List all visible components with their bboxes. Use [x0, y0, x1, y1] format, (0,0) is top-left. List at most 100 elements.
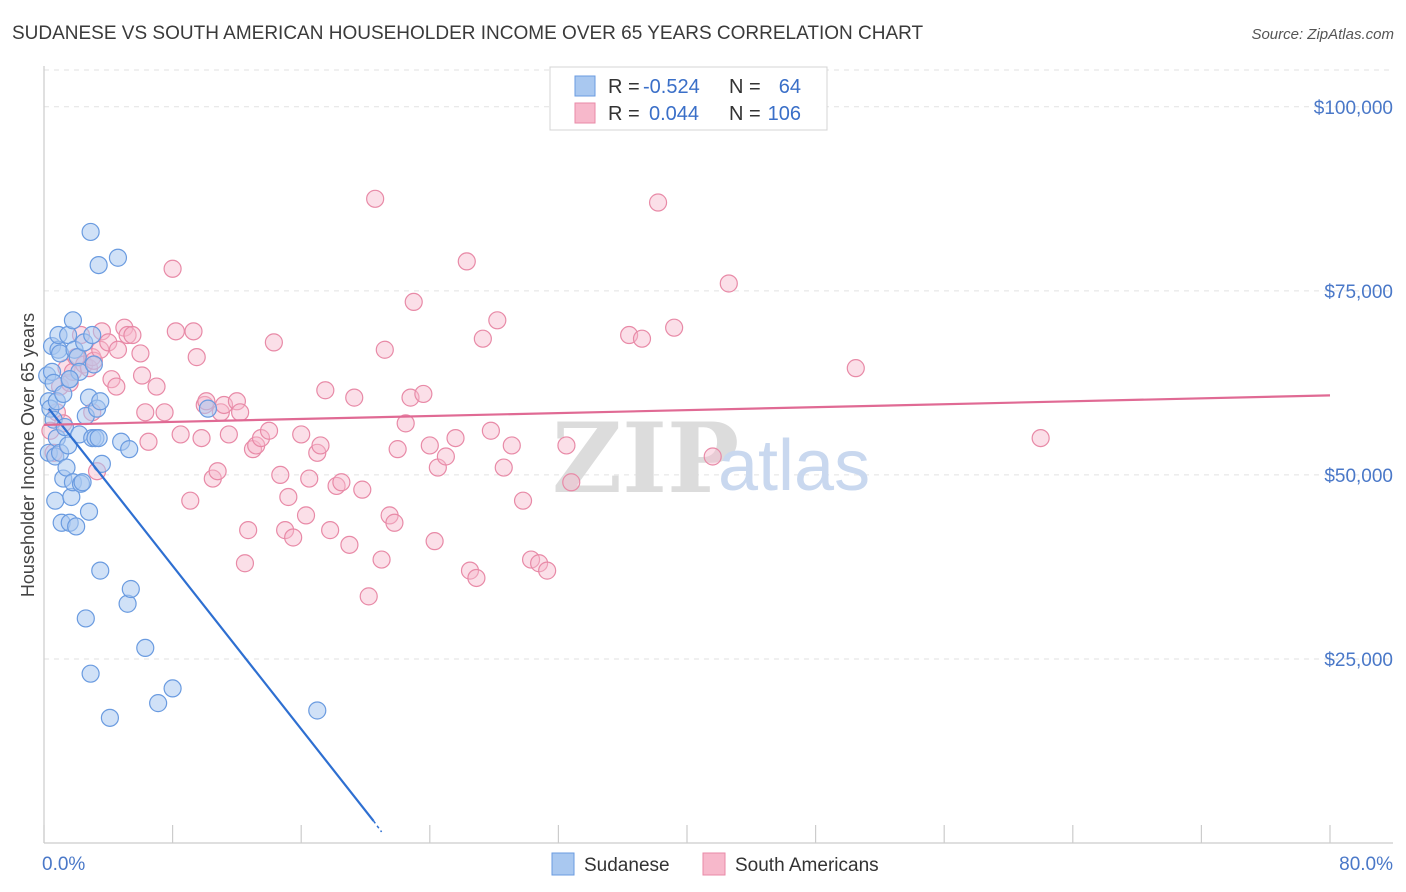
south-americans-point-72: [372, 550, 391, 569]
south-americans-point-52: [259, 421, 279, 440]
sudanese-point-58: [136, 638, 155, 658]
south-americans-point-31: [163, 259, 182, 278]
south-americans-point-102: [648, 193, 668, 212]
series-legend-label-sudanese: Sudanese: [584, 855, 670, 876]
south-americans-point-79: [404, 292, 423, 311]
sudanese-point-59: [149, 694, 168, 713]
south-americans-point-81: [420, 436, 439, 455]
south-americans-point-70: [359, 587, 378, 606]
south-americans-point-93: [502, 436, 521, 455]
stats-legend-swatch-south-americans: [574, 102, 596, 124]
y-tick-label-3: $100,000: [1314, 98, 1393, 119]
south-americans-point-87: [460, 561, 480, 580]
sudanese-point-34: [73, 473, 92, 492]
south-americans-point-27: [136, 403, 155, 422]
south-americans-point-67: [340, 535, 359, 554]
south-americans-point-26: [132, 366, 152, 385]
south-americans-point-64: [321, 521, 340, 540]
sudanese-point-56: [120, 440, 139, 459]
sudanese-point-42: [83, 325, 102, 345]
south-americans-trend-line: [43, 394, 1331, 426]
south-americans-point-25: [131, 344, 150, 363]
south-americans-point-57: [284, 528, 303, 547]
series-legend: Sudanese South Americans: [551, 852, 879, 876]
south-americans-point-60: [300, 469, 319, 488]
south-americans-point-47: [235, 554, 255, 573]
south-americans-point-45: [227, 392, 246, 411]
south-americans-point-103: [665, 318, 684, 337]
south-americans-point-69: [353, 480, 372, 499]
sudanese-point-53: [108, 248, 128, 267]
south-americans-point-88: [467, 568, 486, 588]
sudanese-trend-line: [47, 407, 375, 822]
series-legend-swatch-south-americans: [702, 852, 726, 876]
south-americans-point-33: [171, 425, 190, 444]
sudanese-point-61: [198, 399, 218, 418]
watermark: ZIP atlas: [552, 402, 870, 515]
stats-legend-r-value-2: 0.044: [649, 103, 699, 125]
south-americans-point-18: [99, 333, 118, 352]
sudanese-point-49: [89, 428, 108, 448]
sudanese-point-50: [81, 664, 100, 683]
sudanese-trend-line-extension: [372, 820, 383, 833]
south-americans-point-71: [366, 189, 385, 208]
sudanese-point-60: [163, 679, 182, 698]
stats-legend: R = -0.524 N = 64 R = 0.044 N = 106: [549, 66, 828, 131]
y-axis-label: Householder Income Over 65 years: [18, 313, 38, 597]
sudanese-point-62: [308, 701, 327, 720]
south-americans-point-41: [208, 462, 227, 481]
south-americans-point-107: [1031, 428, 1050, 448]
trend-lines: [43, 394, 1331, 833]
watermark-atlas: atlas: [718, 426, 870, 506]
sudanese-point-57: [121, 579, 140, 599]
south-americans-point-21: [108, 340, 128, 359]
sudanese-point-8: [46, 491, 65, 510]
sudanese-point-51: [91, 561, 110, 580]
stats-legend-swatch-sudanese: [574, 75, 596, 97]
south-americans-point-73: [375, 340, 394, 359]
south-americans-point-77: [396, 414, 415, 433]
south-americans-point-20: [107, 377, 126, 396]
sudanese-point-52: [100, 708, 120, 727]
south-americans-point-35: [184, 322, 203, 341]
south-americans-point-104: [703, 447, 722, 466]
south-americans-point-59: [296, 506, 316, 525]
south-americans-point-91: [488, 311, 507, 330]
chart-title: SUDANESE VS SOUTH AMERICAN HOUSEHOLDER I…: [12, 23, 924, 44]
sudanese-point-63: [60, 370, 79, 389]
south-americans-point-66: [332, 473, 351, 492]
sudanese-point-36: [76, 609, 95, 628]
y-tick-label-1: $50,000: [1324, 466, 1393, 487]
sudanese-point-40: [81, 222, 100, 242]
chart-source: Source: ZipAtlas.com: [1251, 26, 1394, 43]
stats-legend-r-value-1: -0.524: [643, 76, 700, 98]
sudanese-point-48: [91, 392, 110, 411]
south-americans-point-97: [538, 561, 557, 580]
y-tick-label-0: $25,000: [1324, 650, 1393, 671]
south-americans-point-99: [562, 473, 581, 492]
south-americans-point-29: [147, 377, 166, 396]
watermark-zip: ZIP: [552, 402, 739, 515]
south-americans-points: [41, 189, 1050, 606]
south-americans-point-90: [481, 421, 500, 440]
south-americans-point-48: [239, 521, 258, 540]
sudanese-point-39: [79, 502, 99, 521]
sudanese-point-29: [67, 517, 86, 536]
south-americans-point-68: [345, 388, 364, 407]
x-tick-min-label: 0.0%: [42, 854, 85, 875]
south-americans-point-101: [632, 329, 652, 348]
south-americans-point-23: [118, 325, 137, 345]
south-americans-point-94: [513, 491, 533, 510]
south-americans-point-63: [316, 381, 335, 400]
south-americans-point-85: [446, 428, 465, 448]
sudanese-point-43: [84, 355, 103, 374]
south-americans-point-76: [388, 440, 407, 459]
series-legend-swatch-sudanese: [551, 852, 575, 876]
sudanese-point-26: [63, 311, 83, 330]
stats-legend-n-label-1: N =: [729, 76, 761, 98]
south-americans-point-92: [494, 458, 513, 477]
south-americans-point-34: [181, 491, 200, 510]
y-tick-labels: $25,000 $50,000 $75,000 $100,000: [1314, 98, 1393, 671]
south-americans-point-53: [264, 333, 283, 352]
